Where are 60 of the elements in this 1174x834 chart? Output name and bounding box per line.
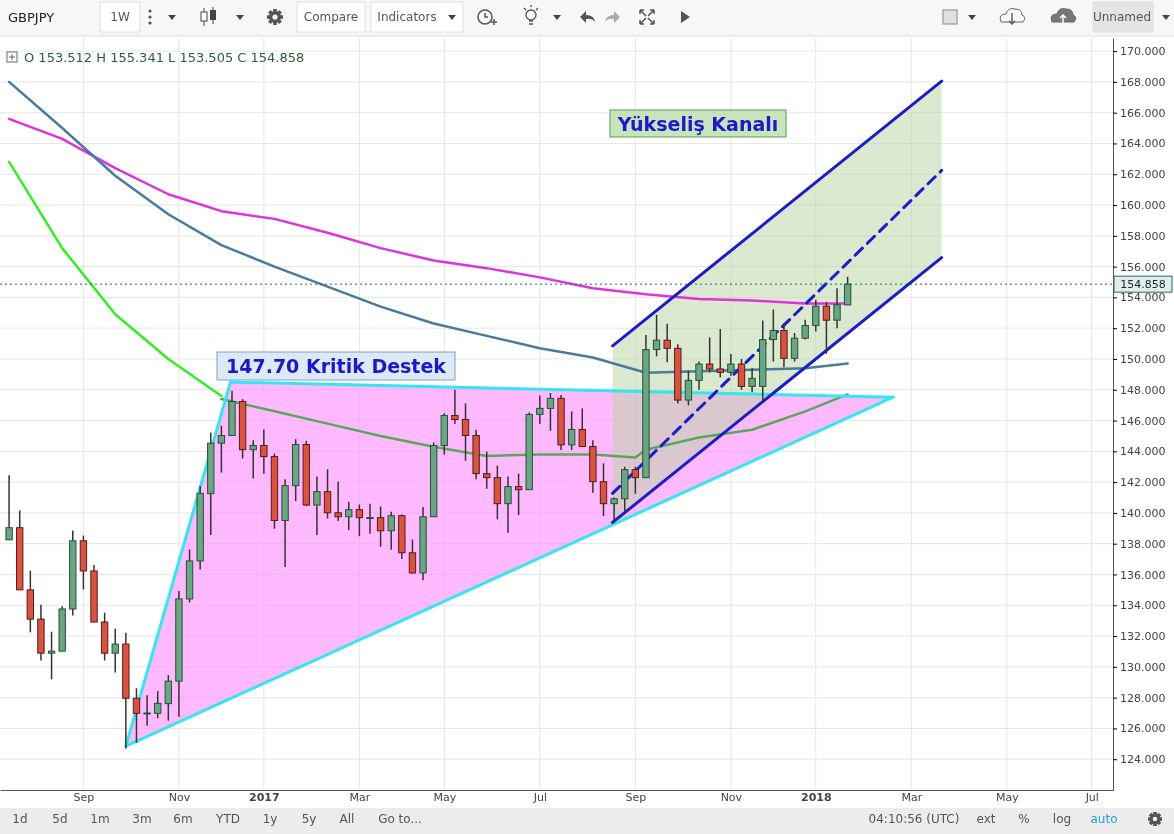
y-tick-label: 160.000 [1120,199,1166,213]
text: 1d [12,812,28,826]
text: 1y [262,812,278,826]
y-tick-label: 156.000 [1120,260,1166,274]
text: Unnamed [1092,10,1152,24]
y-tick-label: 158.000 [1120,229,1166,243]
y-tick-label: 166.000 [1120,106,1166,120]
y-tick-label: 124.000 [1120,753,1166,767]
text: YTD [215,812,240,826]
y-tick-label: 164.000 [1120,137,1166,151]
x-tick-label: 2017 [249,790,280,804]
text: 1m [90,812,110,826]
x-tick-label: Mar [349,790,371,804]
y-tick-label: 138.000 [1120,537,1166,551]
y-tick-label: 148.000 [1120,383,1166,397]
x-tick-label: Jul [532,790,547,804]
y-tick-label: 150.000 [1120,352,1166,366]
x-tick-label: Jul [1084,790,1099,804]
text: Compare [303,10,359,24]
y-tick-label: 136.000 [1120,568,1166,582]
text: log [1052,812,1072,826]
y-tick-label: 144.000 [1120,445,1166,459]
y-tick-label: 146.000 [1120,414,1166,428]
y-tick-label: 132.000 [1120,630,1166,644]
chart-title: GBPJPY [8,10,55,25]
text: auto [1090,812,1118,826]
text: 3m [132,812,152,826]
x-tick-label: Sep [625,790,647,804]
text: 6m [173,812,193,826]
x-tick-label: May [433,790,457,804]
text: 1W [110,10,130,24]
y-tick-label: 170.000 [1120,45,1166,59]
y-tick-label: 162.000 [1120,168,1166,182]
text: 5d [52,812,68,826]
text: ext [976,812,996,826]
text: 5y [301,812,317,826]
x-tick-label: Sep [73,790,95,804]
y-tick-label: 140.000 [1120,506,1166,520]
x-tick-label: 2018 [800,790,832,804]
y-tick-label: 152.000 [1120,322,1166,336]
annotation: 147.70 Kritik Destek [226,355,447,377]
text: Indicators [377,10,437,24]
text: % [1018,812,1030,826]
text: All [339,812,355,826]
x-tick-label: May [995,790,1020,804]
ref-line-label: 154.858 [1120,278,1166,292]
annotation: Yükseliş Kanalı [616,113,779,135]
text: Go to... [378,812,422,826]
y-tick-label: 130.000 [1120,660,1166,674]
text: 04:10:56 (UTC) [868,812,960,826]
y-tick-label: 168.000 [1120,75,1166,89]
text: O 153.512 H 155.341 L 153.505 C 154.858 [24,50,305,65]
y-tick-label: 126.000 [1120,722,1166,736]
x-tick-label: Nov [168,790,191,804]
y-tick-label: 134.000 [1120,599,1166,613]
x-tick-label: Mar [901,790,923,804]
y-tick-label: 154.000 [1120,291,1166,305]
y-tick-label: 128.000 [1120,691,1166,705]
x-tick-label: Nov [720,790,743,804]
y-tick-label: 142.000 [1120,476,1166,490]
